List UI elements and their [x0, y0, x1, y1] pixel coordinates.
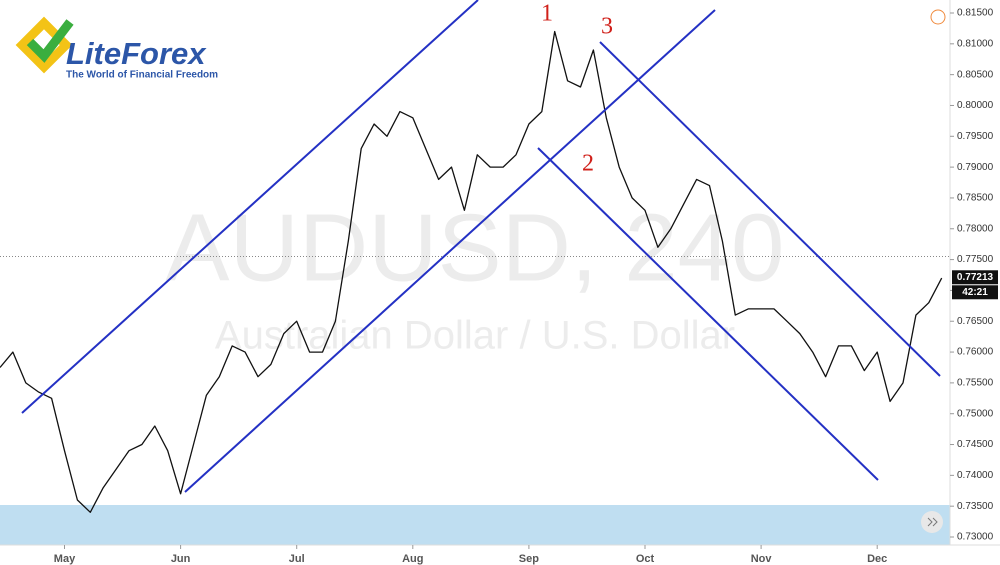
logo-icon — [26, 19, 74, 63]
y-tick-label: 0.81000 — [957, 38, 994, 49]
y-tick-label: 0.73500 — [957, 501, 994, 512]
channel-line — [184, 9, 716, 493]
watermark-symbol: AUDUSD, 240 — [166, 194, 785, 301]
watermark-name: Australian Dollar / U.S. Dollar — [215, 314, 735, 358]
last-price-label: 0.77213 — [957, 272, 994, 283]
y-tick-label: 0.73000 — [957, 532, 994, 543]
x-tick-label: May — [54, 553, 76, 565]
scroll-icon — [927, 517, 938, 527]
x-tick-label: Jun — [171, 553, 191, 565]
logo-name: LiteForex — [66, 36, 207, 71]
price-line — [0, 30, 943, 513]
x-tick-label: Dec — [867, 553, 887, 565]
y-tick-label: 0.79500 — [957, 131, 994, 142]
y-tick-label: 0.76500 — [957, 316, 994, 327]
y-tick-label: 0.78500 — [957, 193, 994, 204]
channel-line — [21, 0, 479, 414]
y-tick-label: 0.74500 — [957, 439, 994, 450]
y-tick-label: 0.81500 — [957, 8, 994, 19]
y-tick-label: 0.79000 — [957, 162, 994, 173]
y-tick-label: 0.75500 — [957, 378, 994, 389]
channels — [21, 0, 941, 493]
x-tick-label: Nov — [751, 553, 773, 565]
annotation: 3 — [601, 14, 613, 40]
y-tick-label: 0.78000 — [957, 223, 994, 234]
timer-label: 42:21 — [962, 287, 988, 298]
logo-tagline: The World of Financial Freedom — [66, 70, 218, 81]
x-tick-label: Sep — [519, 553, 539, 565]
alert-icon[interactable] — [930, 9, 946, 25]
x-tick-label: Aug — [402, 553, 423, 565]
annotation: 2 — [582, 151, 594, 177]
logo-icon — [15, 16, 73, 74]
y-tick-label: 0.76000 — [957, 347, 994, 358]
plot — [0, 30, 950, 513]
x-tick-label: Jul — [289, 553, 305, 565]
timer-box — [952, 285, 998, 300]
y-tick-label: 0.74000 — [957, 470, 994, 481]
x-tick-label: Oct — [636, 553, 655, 565]
channel-line — [599, 41, 941, 377]
annotation: 1 — [541, 1, 553, 27]
y-tick-label: 0.75000 — [957, 408, 994, 419]
logo: LiteForex The World of Financial Freedom — [15, 16, 218, 81]
last-price-box — [952, 270, 998, 285]
y-tick-label: 0.80000 — [957, 100, 994, 111]
channel-line — [537, 147, 879, 481]
y-tick-label: 0.80500 — [957, 69, 994, 80]
y-tick-label: 0.77500 — [957, 254, 994, 265]
volume-area — [0, 505, 950, 545]
